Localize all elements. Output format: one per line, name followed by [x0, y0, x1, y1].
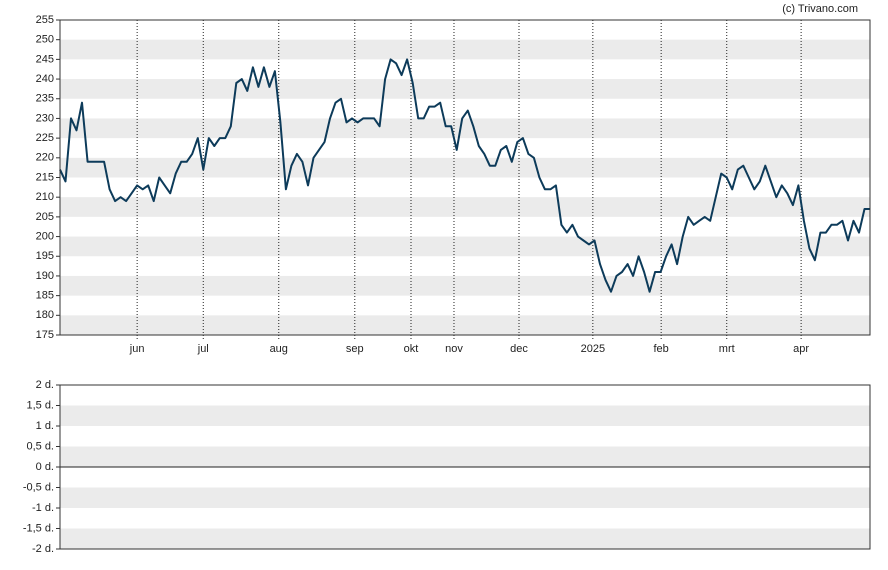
x-tick-label: dec: [510, 343, 528, 355]
grid-band: [60, 118, 870, 139]
x-tick-label: nov: [445, 343, 463, 355]
credit: (c) Trivano.com: [782, 3, 858, 15]
y-tick-label: 2 d.: [36, 379, 54, 391]
y-tick-label: 175: [36, 329, 54, 341]
y-tick-label: 220: [36, 152, 54, 164]
y-tick-label: 1,5 d.: [26, 399, 54, 411]
y-tick-label: 245: [36, 53, 54, 65]
y-tick-label: 200: [36, 230, 54, 242]
y-tick-label: 255: [36, 14, 54, 26]
grid-band: [60, 236, 870, 257]
grid-band: [60, 315, 870, 335]
y-tick-label: 0,5 d.: [26, 440, 54, 452]
grid-band: [60, 157, 870, 178]
y-tick-label: 0 d.: [36, 461, 54, 473]
y-tick-label: 190: [36, 270, 54, 282]
x-tick-label: okt: [404, 343, 419, 355]
y-tick-label: 180: [36, 309, 54, 321]
y-tick-label: 1 d.: [36, 420, 54, 432]
y-tick-label: 185: [36, 290, 54, 302]
x-tick-label: mrt: [719, 343, 735, 355]
plot-frame: [59, 384, 871, 550]
y-tick-label: -1 d.: [32, 502, 54, 514]
grid-band: [60, 487, 870, 508]
y-tick-label: -1,5 d.: [23, 522, 54, 534]
x-tick-label: apr: [793, 343, 809, 355]
grid-band: [60, 446, 870, 467]
grid-band: [60, 79, 870, 99]
x-tick-label: feb: [654, 343, 669, 355]
y-tick-label: 215: [36, 171, 54, 183]
grid-band: [60, 39, 870, 60]
x-tick-label: 2025: [581, 343, 605, 355]
price-line: [59, 58, 870, 293]
x-tick-label: sep: [346, 343, 364, 355]
y-tick-label: 205: [36, 211, 54, 223]
y-tick-label: 250: [36, 34, 54, 46]
y-tick-label: 210: [36, 191, 54, 203]
y-tick-label: 225: [36, 132, 54, 144]
x-tick-label: jul: [197, 343, 209, 355]
y-tick-label: 235: [36, 93, 54, 105]
x-tick-label: jun: [129, 343, 145, 355]
grid-band: [60, 197, 870, 217]
grid-band: [60, 528, 870, 549]
y-tick-label: 240: [36, 73, 54, 85]
y-tick-label: 230: [36, 112, 54, 124]
plot-frame: [59, 19, 871, 336]
grid-band: [60, 275, 870, 296]
y-tick-label: -0,5 d.: [23, 481, 54, 493]
grid-band: [60, 405, 870, 426]
y-tick-label: 195: [36, 250, 54, 262]
y-tick-label: -2 d.: [32, 543, 54, 555]
x-tick-label: aug: [270, 343, 288, 355]
